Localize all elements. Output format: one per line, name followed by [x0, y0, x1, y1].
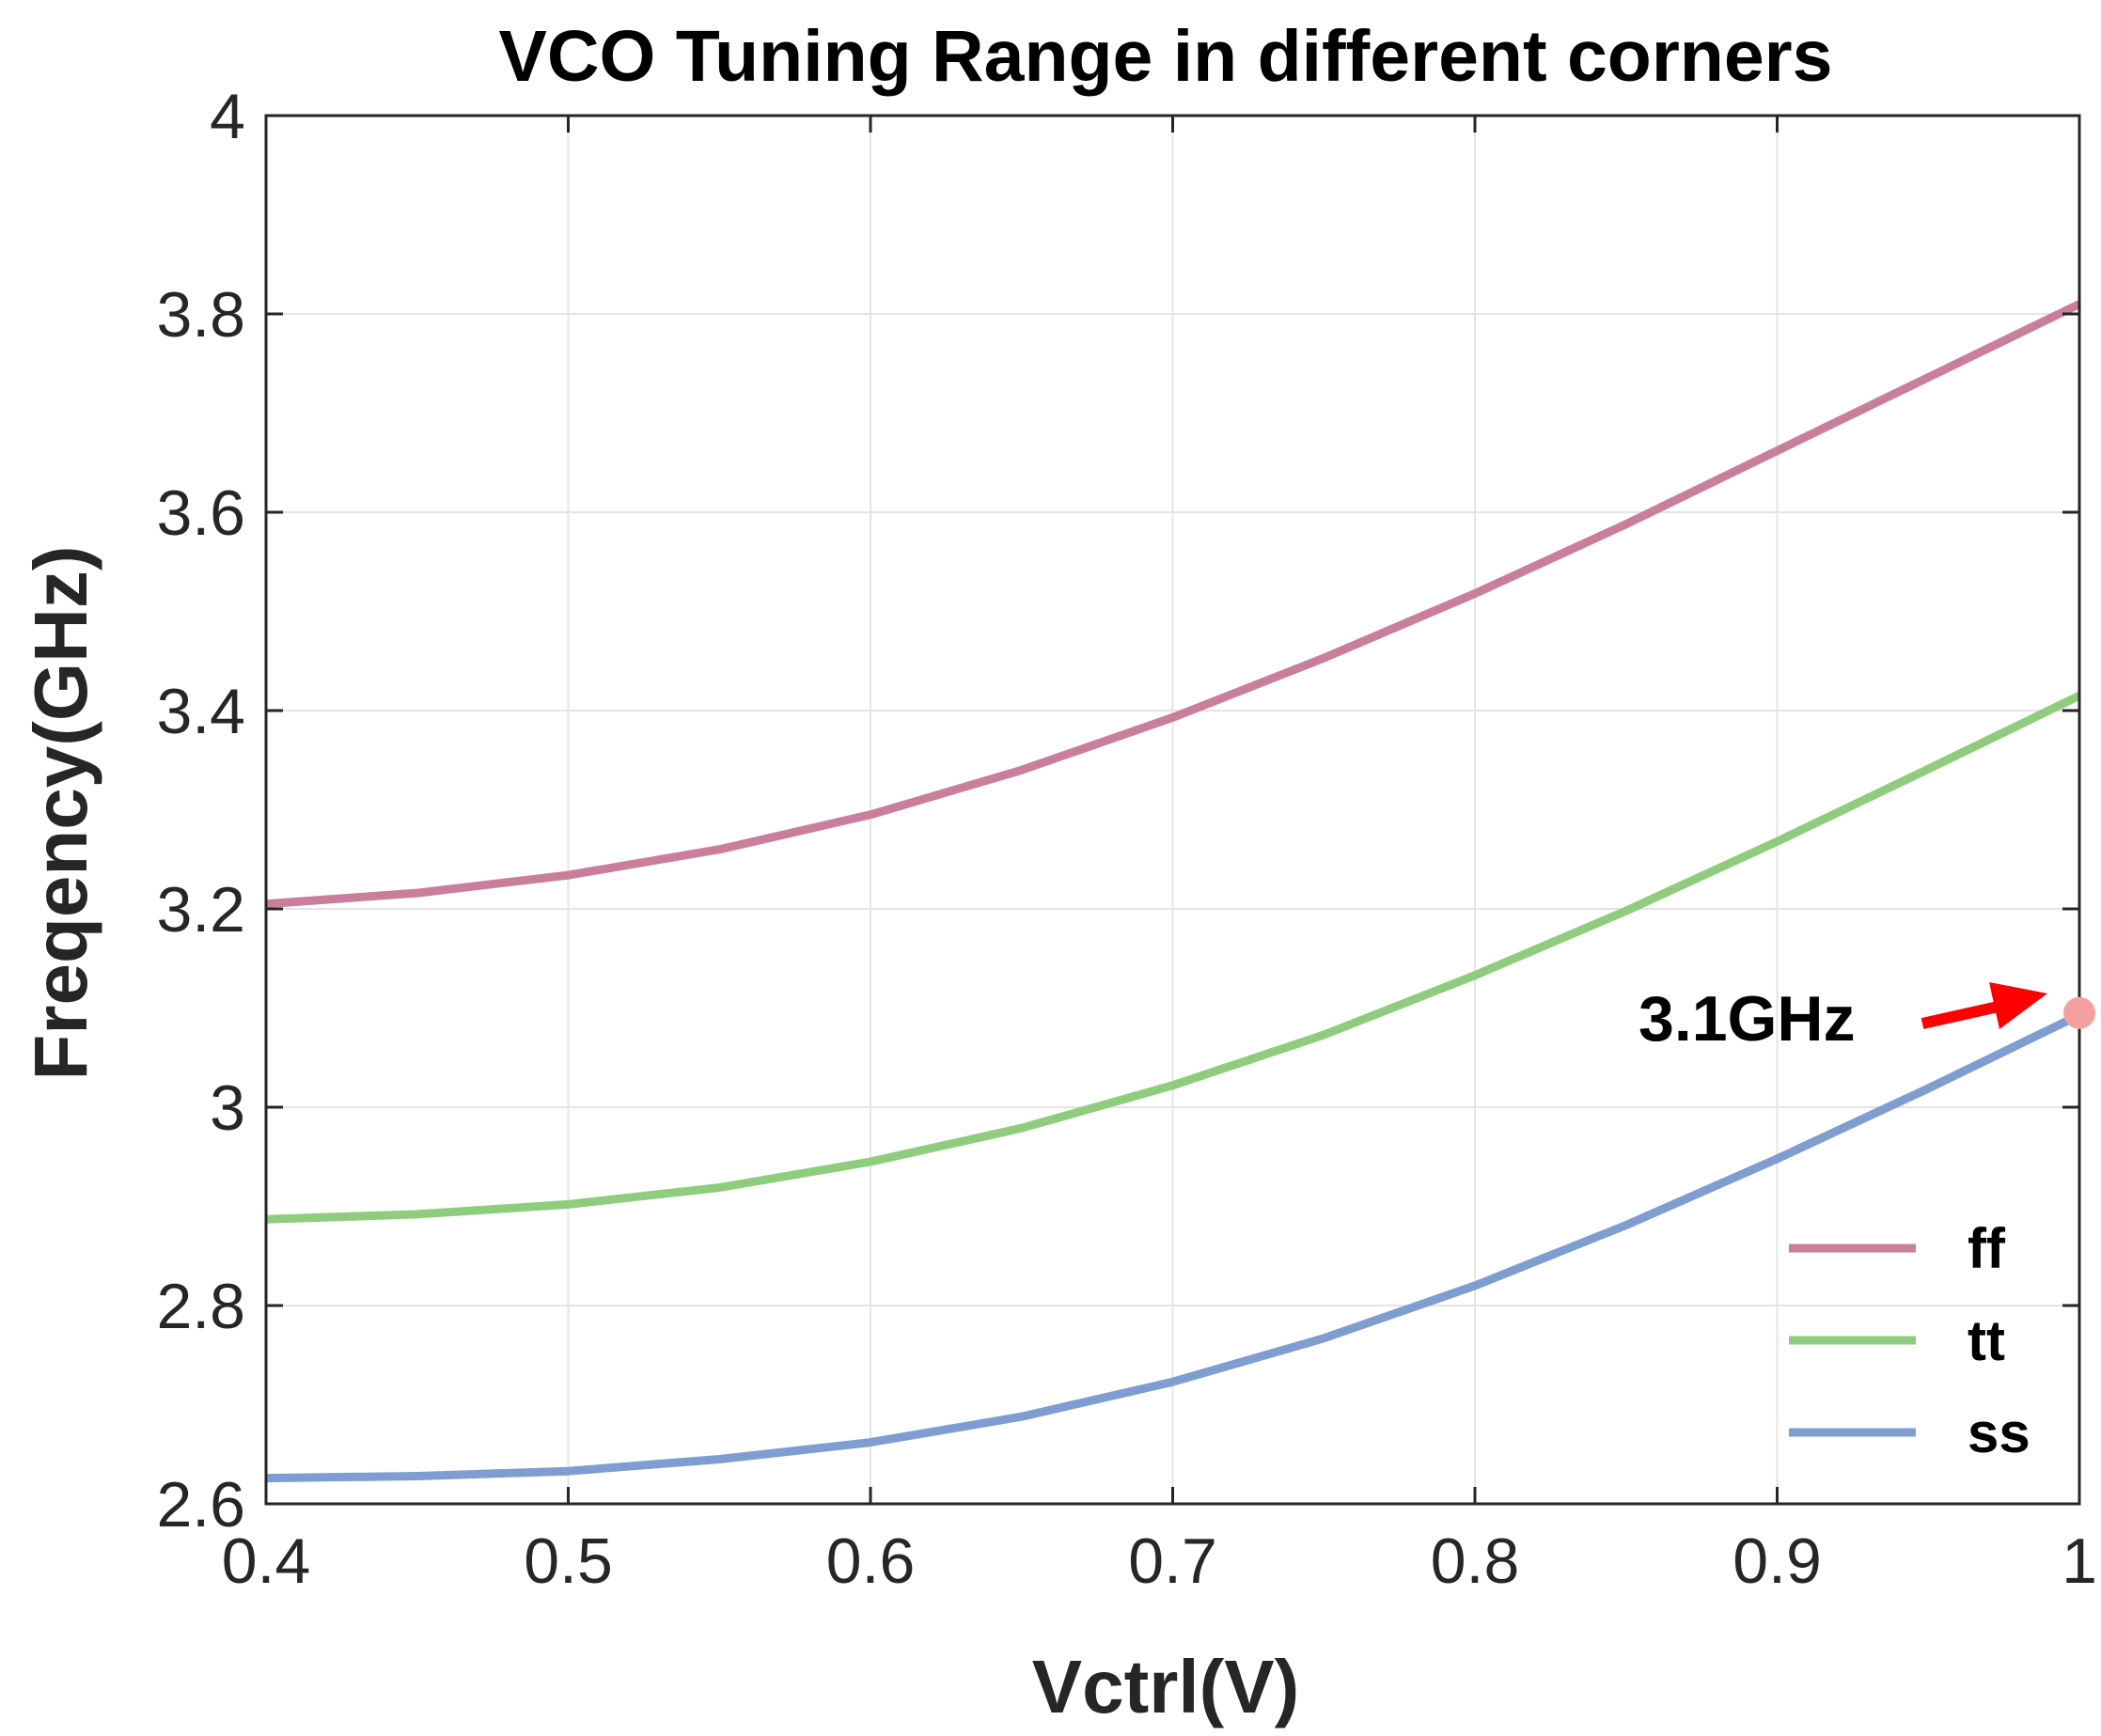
legend-label-ss: ss — [1968, 1401, 2030, 1464]
y-tick-label: 4 — [210, 81, 245, 152]
x-tick-label: 1 — [2062, 1525, 2097, 1597]
y-tick-label: 3.6 — [156, 477, 245, 549]
annotation-label: 3.1GHz — [1638, 983, 1856, 1055]
y-tick-label: 3.2 — [156, 874, 245, 946]
series-line-tt — [265, 692, 2081, 1224]
x-tick-label: 0.4 — [222, 1525, 311, 1597]
series-line-ff — [265, 300, 2081, 909]
annotation: 3.1GHz — [1638, 982, 2095, 1055]
legend-label-ff: ff — [1968, 1217, 2006, 1280]
x-tick-label: 0.5 — [524, 1525, 613, 1597]
annotation-arrow-head — [1989, 982, 2047, 1029]
y-tick-label: 3 — [210, 1072, 245, 1144]
series-group — [265, 300, 2081, 1483]
y-tick-label: 2.8 — [156, 1271, 245, 1342]
x-tick-label: 0.7 — [1128, 1525, 1217, 1597]
annotation-arrow-shaft — [1921, 1000, 2004, 1029]
x-tick-label: 0.6 — [826, 1525, 916, 1597]
y-axis-label: Freqency(GHz) — [19, 546, 102, 1081]
x-axis-label: Vctrl(V) — [1032, 1645, 1300, 1728]
legend-label-tt: tt — [1968, 1309, 2005, 1372]
y-axis-ticks: 2.6 2.8 3 3.2 3.4 3.6 3.8 4 — [156, 81, 2079, 1541]
annotation-marker — [2063, 996, 2095, 1029]
y-tick-label: 2.6 — [156, 1469, 245, 1541]
y-tick-label: 3.4 — [156, 676, 245, 747]
legend: ff tt ss — [1789, 1217, 2030, 1464]
chart-title: VCO Tuning Range in different corners — [499, 16, 1833, 97]
y-tick-label: 3.8 — [156, 279, 245, 351]
x-tick-label: 0.9 — [1733, 1525, 1822, 1597]
series-line-ss — [265, 1010, 2081, 1483]
grid — [265, 115, 2080, 1505]
x-tick-label: 0.8 — [1431, 1525, 1520, 1597]
x-axis-ticks: 0.4 0.5 0.6 0.7 0.8 0.9 1 — [222, 116, 2097, 1597]
